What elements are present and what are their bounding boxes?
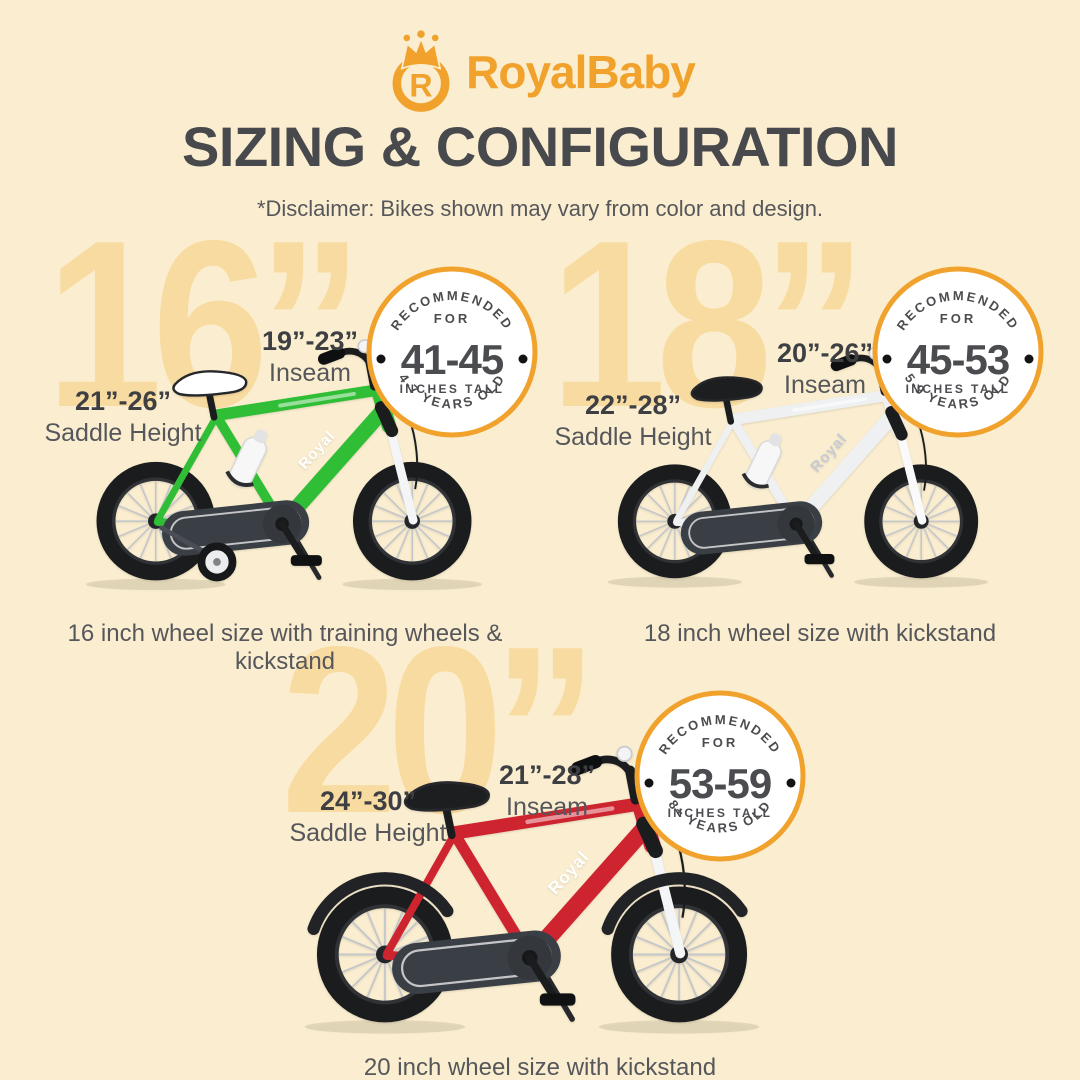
size-caption-18: 18 inch wheel size with kickstand bbox=[643, 620, 997, 647]
saddle-height-measure-18: 22”-28” Saddle Height bbox=[550, 390, 716, 452]
badge-right-dot bbox=[786, 778, 796, 788]
inseam-label: Inseam bbox=[269, 359, 351, 387]
saddle-label: Saddle Height bbox=[554, 423, 712, 451]
recommendation-badge-18: RECOMMENDED FOR 45-53 INCHES TALL 5-9 YE… bbox=[872, 266, 1044, 438]
inseam-measure-18: 20”-26” Inseam bbox=[758, 338, 892, 400]
inseam-label: Inseam bbox=[506, 793, 588, 821]
saddle-label: Saddle Height bbox=[289, 819, 447, 847]
badge-right-dot bbox=[518, 354, 528, 364]
royalbaby-crown-icon: R bbox=[392, 30, 450, 112]
saddle-label: Saddle Height bbox=[44, 419, 202, 447]
badge-for-text: FOR bbox=[940, 311, 976, 326]
saddle-value: 24”-30” bbox=[319, 786, 417, 816]
saddle-value: 21”-26” bbox=[74, 386, 172, 416]
inseam-measure-16: 19”-23” Inseam bbox=[243, 326, 377, 388]
inseam-value: 20”-26” bbox=[776, 338, 874, 368]
disclaimer-text: *Disclaimer: Bikes shown may vary from c… bbox=[256, 196, 824, 221]
badge-for-text: FOR bbox=[434, 311, 470, 326]
saddle-height-measure-20: 24”-30” Saddle Height bbox=[282, 786, 454, 848]
badge-height-range: 53-59 bbox=[669, 760, 771, 807]
saddle-value: 22”-28” bbox=[584, 390, 682, 420]
badge-height-range: 45-53 bbox=[907, 336, 1009, 383]
size-caption-16: 16 inch wheel size with training wheels … bbox=[67, 620, 503, 675]
inseam-value: 21”-28” bbox=[498, 760, 596, 790]
size-caption-20: 20 inch wheel size with kickstand bbox=[363, 1054, 717, 1080]
badge-height-range: 41-45 bbox=[401, 336, 504, 383]
badge-unit-text: INCHES TALL bbox=[668, 806, 773, 820]
badge-right-dot bbox=[1024, 354, 1034, 364]
badge-left-dot bbox=[644, 778, 654, 788]
inseam-measure-20: 21”-28” Inseam bbox=[480, 760, 614, 822]
brand-logo: R RoyalBaby bbox=[0, 30, 1080, 114]
badge-left-dot bbox=[882, 354, 892, 364]
saddle-height-measure-16: 21”-26” Saddle Height bbox=[42, 386, 204, 448]
inseam-label: Inseam bbox=[784, 371, 866, 399]
badge-for-text: FOR bbox=[702, 735, 738, 750]
page-title: SIZING & CONFIGURATION bbox=[182, 115, 898, 178]
badge-unit-text: INCHES TALL bbox=[906, 382, 1011, 396]
logo-letter: R bbox=[409, 68, 432, 104]
inseam-value: 19”-23” bbox=[261, 326, 359, 356]
recommendation-badge-20: RECOMMENDED FOR 53-59 INCHES TALL 8+ YEA… bbox=[634, 690, 806, 862]
badge-left-dot bbox=[376, 354, 386, 364]
recommendation-badge-16: RECOMMENDED FOR 41-45 INCHES TALL 4-7 YE… bbox=[366, 266, 538, 438]
badge-unit-text: INCHES TALL bbox=[400, 382, 505, 396]
brand-wordmark: RoyalBaby bbox=[466, 46, 696, 98]
